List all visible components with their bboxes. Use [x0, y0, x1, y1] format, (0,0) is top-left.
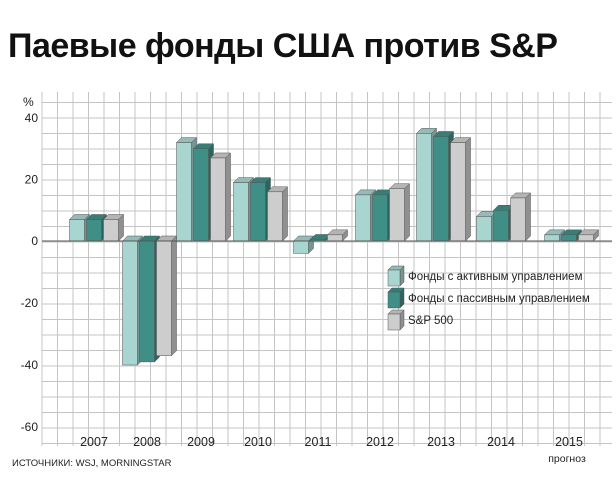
bar-front [193, 148, 209, 242]
legend-item: Фонды с активным управлением [387, 265, 583, 287]
bar-front [327, 234, 343, 242]
legend-label: Фонды с пассивным управлением [408, 293, 590, 305]
bar-front [433, 136, 449, 242]
bar-front [156, 240, 172, 356]
x-tick-label: 2007 [80, 435, 108, 449]
bar-front [250, 182, 266, 242]
bar-front [69, 219, 85, 242]
legend-item: Фонды с пассивным управлением [387, 287, 590, 309]
bar-front [372, 194, 388, 242]
y-tick-label: 20 [25, 173, 39, 187]
chart-title: Паевые фонды США против S&P [8, 27, 557, 65]
legend-swatch [387, 313, 401, 331]
y-tick-label: -40 [21, 358, 39, 372]
bar [577, 229, 600, 242]
bar-front [293, 240, 309, 254]
bar-side [525, 192, 531, 242]
bar-side [465, 136, 471, 242]
bar-front [139, 240, 155, 363]
x-tick-label: 2014 [487, 435, 515, 449]
y-ticks: 40 20 0 -20 -40 -60 [21, 111, 39, 434]
bar-front [578, 234, 594, 242]
x-ticks: 2007 2008 2009 2010 2011 2012 2013 2014 2015 прог… [80, 435, 586, 465]
bar-front [561, 234, 577, 242]
bar-front [103, 219, 119, 242]
bar [326, 229, 349, 242]
bar-front [389, 188, 405, 242]
y-axis-unit: % [23, 95, 34, 109]
x-tick-label: 2008 [133, 435, 161, 449]
legend-label: S&P 500 [408, 315, 453, 327]
y-tick-label: -20 [21, 296, 39, 310]
bar-front [476, 216, 492, 242]
x-tick-label: 2009 [187, 435, 215, 449]
x-tick-label: 2011 [305, 435, 332, 449]
y-tick-label: 40 [25, 111, 39, 125]
bar-side [171, 235, 177, 357]
bar-front [493, 210, 509, 242]
bar [266, 186, 289, 242]
y-tick-label: 0 [31, 234, 38, 248]
legend-swatch [387, 291, 401, 309]
bar-front [416, 133, 432, 242]
legend-item: S&P 500 [387, 309, 453, 331]
bars [68, 127, 600, 366]
bar [102, 213, 125, 242]
legend-swatch [387, 269, 401, 287]
bar-front [233, 182, 249, 242]
bar-front [355, 194, 371, 242]
y-tick-label: -60 [21, 420, 39, 434]
bar-front [210, 157, 226, 242]
bar [388, 183, 411, 242]
bar-side [225, 152, 231, 242]
bar-side [282, 186, 288, 242]
legend: Фонды с активным управлением Фонды с пасс… [387, 265, 590, 331]
x-tick-label: 2010 [244, 435, 272, 449]
bar [292, 235, 315, 255]
bar [509, 192, 532, 242]
bar-front [510, 197, 526, 242]
bar-front [86, 219, 102, 242]
x-tick-label: 2015 [555, 435, 583, 449]
bar-front [176, 142, 192, 242]
bar [155, 235, 178, 357]
bar-side [404, 183, 410, 242]
bar-front [450, 142, 466, 242]
bar [560, 229, 583, 242]
x-tick-label: 2012 [366, 435, 394, 449]
bar-front [544, 234, 560, 242]
source-note: ИСТОЧНИКИ: WSJ, MORNINGSTAR [12, 458, 172, 469]
bar-front [267, 191, 283, 242]
x-tick-note: прогноз [548, 453, 586, 465]
legend-label: Фонды с активным управлением [408, 271, 583, 283]
bar [209, 152, 232, 242]
x-tick-label: 2013 [427, 435, 455, 449]
bar-front [122, 240, 138, 366]
bar [449, 136, 472, 242]
